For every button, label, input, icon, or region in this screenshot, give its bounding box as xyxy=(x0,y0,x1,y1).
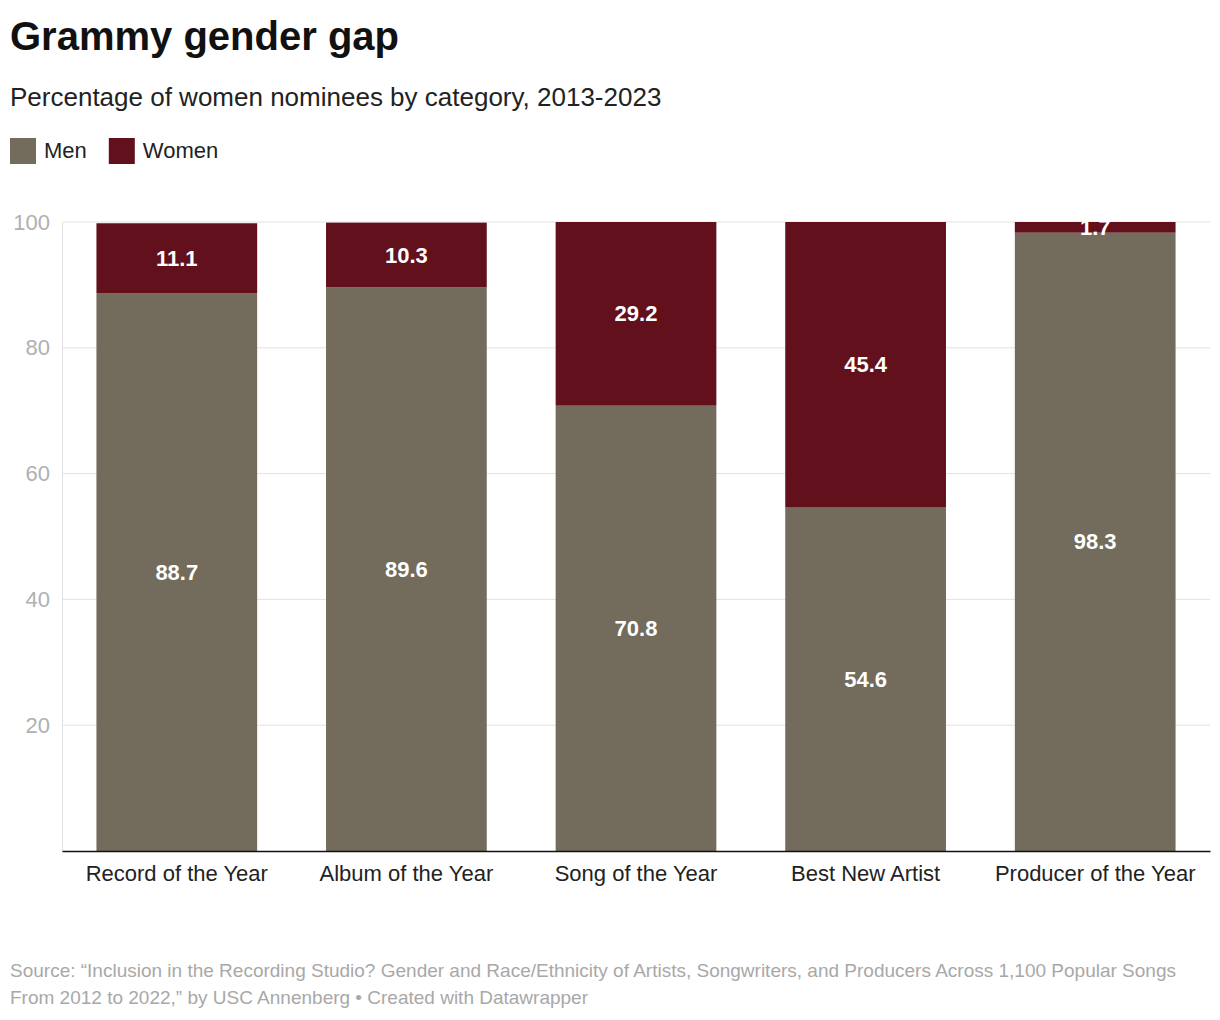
x-axis: Record of the Year Album of the Year Song … xyxy=(63,851,1211,886)
bar-segment xyxy=(1015,233,1176,851)
data-label: 54.6 xyxy=(844,667,887,692)
data-label: 10.3 xyxy=(385,243,428,268)
data-label: 45.4 xyxy=(844,352,888,377)
legend-swatch xyxy=(109,138,135,164)
data-label: 11.1 xyxy=(156,246,198,271)
y-tick-label: 100 xyxy=(13,210,50,235)
title: Grammy gender gap xyxy=(10,14,399,58)
bar-segment xyxy=(785,222,946,508)
bar-segment xyxy=(785,508,946,851)
x-axis-line xyxy=(63,851,1211,853)
data-label: 70.8 xyxy=(615,616,658,641)
x-tick: Album of the Year xyxy=(320,851,494,886)
legend-label: Women xyxy=(143,138,218,163)
y-tick-label: 40 xyxy=(26,587,50,612)
legend: Men Women xyxy=(10,138,218,164)
y-tick-label: 20 xyxy=(26,713,50,738)
x-tick: Best New Artist xyxy=(791,851,940,886)
x-tick: Producer of the Year xyxy=(995,851,1196,886)
bars xyxy=(96,222,1175,851)
legend-label: Men xyxy=(44,138,87,163)
legend-swatch xyxy=(10,138,36,164)
y-tick: 60 xyxy=(26,461,62,486)
x-tick: Record of the Year xyxy=(86,851,268,886)
x-tick: Song of the Year xyxy=(555,851,718,886)
y-tick: 100 xyxy=(13,210,62,235)
data-label: 98.3 xyxy=(1074,529,1117,554)
data-label: 89.6 xyxy=(385,557,428,582)
source-line: From 2012 to 2022,” by USC Annenberg • C… xyxy=(10,987,589,1008)
x-tick-label: Best New Artist xyxy=(791,861,940,886)
y-axis: 20 40 60 80 100 xyxy=(13,210,62,852)
y-tick: 20 xyxy=(26,713,62,738)
x-tick-label: Album of the Year xyxy=(320,861,494,886)
data-label: 88.7 xyxy=(155,560,198,585)
bar-segment xyxy=(556,406,717,851)
y-tick: 40 xyxy=(26,587,62,612)
x-tick-label: Producer of the Year xyxy=(995,861,1196,886)
data-label: 29.2 xyxy=(615,301,658,326)
bar-segment xyxy=(96,293,257,851)
y-tick-label: 80 xyxy=(26,335,50,360)
y-tick: 80 xyxy=(26,335,62,360)
bar-segment xyxy=(556,222,717,406)
bar-segment xyxy=(326,287,487,851)
y-axis-line xyxy=(62,223,63,852)
chart: Grammy gender gap Percentage of women nom… xyxy=(0,0,1220,1020)
data-labels: 88.7 89.6 70.8 54.6 98.3 11.1 10.3 29.2 45.4 1.7 xyxy=(155,215,1116,692)
source: Source: “Inclusion in the Recording Stud… xyxy=(10,960,1176,1008)
bar-segment xyxy=(326,223,487,288)
data-label: 1.7 xyxy=(1080,215,1111,240)
x-tick-label: Record of the Year xyxy=(86,861,268,886)
subtitle: Percentage of women nominees by category… xyxy=(10,82,661,112)
source-line: Source: “Inclusion in the Recording Stud… xyxy=(10,960,1176,981)
x-tick-label: Song of the Year xyxy=(555,861,718,886)
bar-segment xyxy=(96,223,257,293)
y-tick-label: 60 xyxy=(26,461,50,486)
